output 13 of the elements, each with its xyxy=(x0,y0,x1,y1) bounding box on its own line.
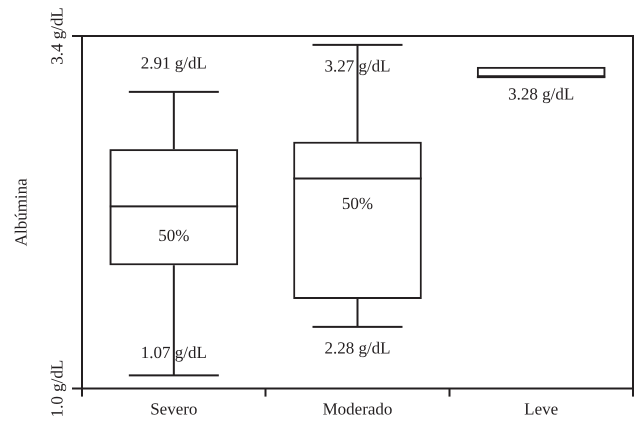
annotation: 1.07 g/dL xyxy=(140,342,207,362)
annotation: 50% xyxy=(342,194,374,213)
y-tick-label: 1.0 g/dL xyxy=(47,360,66,418)
annotation: 2.91 g/dL xyxy=(140,53,207,72)
y-tick-label: 3.4 g/dL xyxy=(47,7,66,65)
annotation: 2.28 g/dL xyxy=(324,338,391,358)
x-tick-label: Leve xyxy=(524,399,558,418)
y-axis-title: Albúmina xyxy=(12,178,31,246)
annotation: 3.27 g/dL xyxy=(324,56,391,76)
annotation: 3.28 g/dL xyxy=(508,84,574,104)
x-tick-label: Severo xyxy=(150,399,198,418)
x-tick-label: Moderado xyxy=(322,399,392,418)
annotation: 50% xyxy=(158,226,190,245)
